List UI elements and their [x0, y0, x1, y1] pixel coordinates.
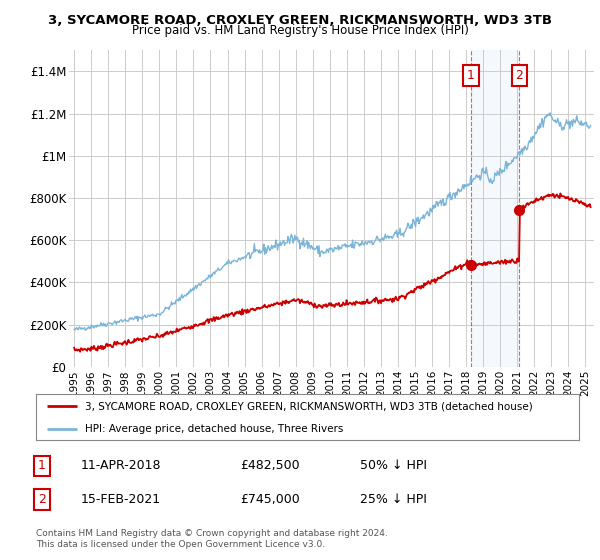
- Text: 1: 1: [467, 69, 475, 82]
- Text: £745,000: £745,000: [240, 493, 300, 506]
- Text: 11-APR-2018: 11-APR-2018: [81, 459, 161, 473]
- Text: 3, SYCAMORE ROAD, CROXLEY GREEN, RICKMANSWORTH, WD3 3TB: 3, SYCAMORE ROAD, CROXLEY GREEN, RICKMAN…: [48, 14, 552, 27]
- Text: 15-FEB-2021: 15-FEB-2021: [81, 493, 161, 506]
- Text: HPI: Average price, detached house, Three Rivers: HPI: Average price, detached house, Thre…: [85, 424, 343, 435]
- Text: 2: 2: [38, 493, 46, 506]
- Text: 50% ↓ HPI: 50% ↓ HPI: [360, 459, 427, 473]
- Text: 25% ↓ HPI: 25% ↓ HPI: [360, 493, 427, 506]
- Text: Price paid vs. HM Land Registry's House Price Index (HPI): Price paid vs. HM Land Registry's House …: [131, 24, 469, 36]
- Text: 3, SYCAMORE ROAD, CROXLEY GREEN, RICKMANSWORTH, WD3 3TB (detached house): 3, SYCAMORE ROAD, CROXLEY GREEN, RICKMAN…: [85, 401, 533, 411]
- Bar: [471, 50, 520, 367]
- Text: £482,500: £482,500: [240, 459, 299, 473]
- Text: 2: 2: [515, 69, 523, 82]
- Text: 1: 1: [38, 459, 46, 473]
- Text: Contains HM Land Registry data © Crown copyright and database right 2024.
This d: Contains HM Land Registry data © Crown c…: [36, 529, 388, 549]
